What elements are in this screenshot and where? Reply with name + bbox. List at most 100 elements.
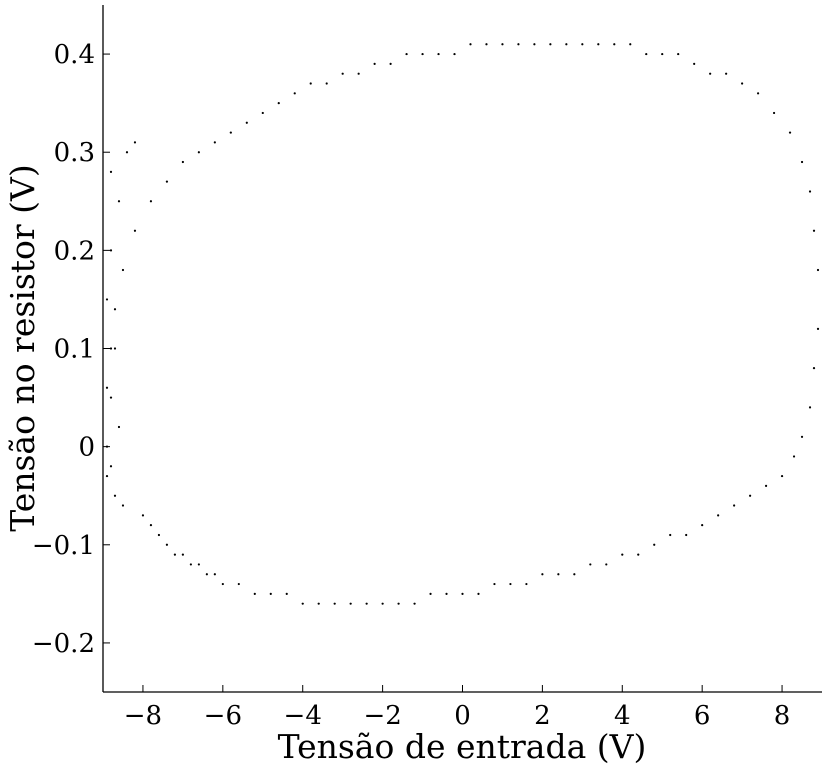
data-point xyxy=(317,602,320,605)
x-tick-label: −6 xyxy=(204,701,242,731)
data-point xyxy=(333,602,336,605)
data-point xyxy=(429,592,432,595)
data-point xyxy=(189,563,192,566)
data-point xyxy=(800,160,804,164)
data-point xyxy=(237,582,240,586)
data-point xyxy=(253,592,256,595)
data-point xyxy=(261,111,264,115)
data-point xyxy=(173,553,176,556)
data-point xyxy=(605,563,608,566)
data-point xyxy=(816,327,820,330)
data-point xyxy=(613,43,616,46)
x-ticks: −8 −6 −4 −2 0 2 4 6 8 xyxy=(124,685,791,731)
data-point xyxy=(121,268,125,272)
data-point xyxy=(117,425,121,429)
data-point xyxy=(477,592,480,595)
data-point xyxy=(725,72,728,75)
data-point xyxy=(733,504,736,507)
data-point xyxy=(141,514,145,517)
data-point xyxy=(133,229,137,232)
data-point xyxy=(309,82,312,85)
data-point xyxy=(165,180,169,183)
data-point xyxy=(780,474,784,478)
data-point xyxy=(245,121,248,124)
data-point xyxy=(397,602,400,605)
data-point xyxy=(788,131,792,134)
data-point xyxy=(812,367,816,370)
data-point xyxy=(109,249,113,252)
data-point xyxy=(800,435,804,438)
plot-area xyxy=(102,5,822,693)
data-point xyxy=(717,514,720,517)
data-point xyxy=(165,543,169,546)
data-point xyxy=(105,386,109,389)
data-point xyxy=(453,52,456,56)
data-point xyxy=(405,52,408,56)
y-axis-title: Tensão no resistor (V) xyxy=(3,164,42,532)
x-tick-label: 8 xyxy=(774,701,791,731)
y-tick-label: 0 xyxy=(78,433,95,463)
data-point xyxy=(469,43,472,46)
data-point xyxy=(117,200,121,203)
data-point xyxy=(197,563,200,566)
y-tick-label: 0.1 xyxy=(54,335,95,365)
data-point xyxy=(113,308,117,311)
data-point xyxy=(565,43,568,46)
data-point xyxy=(205,573,208,576)
data-point xyxy=(653,543,656,546)
data-point xyxy=(772,111,776,115)
data-point xyxy=(113,494,117,497)
data-point xyxy=(693,62,696,65)
x-tick-label: −4 xyxy=(284,701,322,731)
data-points xyxy=(105,43,820,605)
data-point xyxy=(581,43,584,46)
data-point xyxy=(109,170,113,173)
data-point xyxy=(812,229,816,232)
data-point xyxy=(792,455,796,458)
data-point xyxy=(637,553,640,556)
x-tick-label: −2 xyxy=(363,701,401,731)
data-point xyxy=(756,92,760,95)
y-tick-label: 0.4 xyxy=(54,40,95,70)
data-point xyxy=(381,602,384,605)
x-axis-title: Tensão de entrada (V) xyxy=(278,727,647,766)
data-point xyxy=(181,553,184,556)
data-point xyxy=(269,592,272,595)
data-point xyxy=(341,72,344,75)
data-point xyxy=(557,573,560,576)
y-ticks: −0.2 −0.1 0 0.1 0.2 0.3 0.4 xyxy=(32,40,110,659)
data-point xyxy=(421,52,424,56)
data-point xyxy=(501,43,504,46)
data-point xyxy=(105,445,109,448)
data-point xyxy=(365,602,368,605)
data-point xyxy=(661,52,664,56)
data-point xyxy=(445,592,448,595)
data-point xyxy=(685,533,688,537)
data-point xyxy=(701,524,704,527)
data-point xyxy=(125,151,129,154)
data-point xyxy=(293,92,296,95)
data-point xyxy=(749,494,752,497)
data-point xyxy=(213,573,216,576)
data-point xyxy=(764,484,768,487)
x-tick-label: −8 xyxy=(124,701,162,731)
data-point xyxy=(485,43,488,46)
y-tick-label: −0.2 xyxy=(32,629,95,659)
y-tick-label: 0.3 xyxy=(54,138,95,168)
data-point xyxy=(645,52,648,56)
data-point xyxy=(589,563,592,566)
data-point xyxy=(808,190,812,193)
data-point xyxy=(669,533,672,537)
data-point xyxy=(816,268,820,272)
data-point xyxy=(325,82,328,85)
data-point xyxy=(133,141,137,144)
data-point xyxy=(301,602,304,605)
data-point xyxy=(221,582,224,586)
data-point xyxy=(461,592,464,595)
data-point xyxy=(277,102,280,105)
data-point xyxy=(285,592,288,595)
data-point xyxy=(105,298,109,301)
data-point xyxy=(149,524,153,527)
data-point xyxy=(533,43,536,46)
